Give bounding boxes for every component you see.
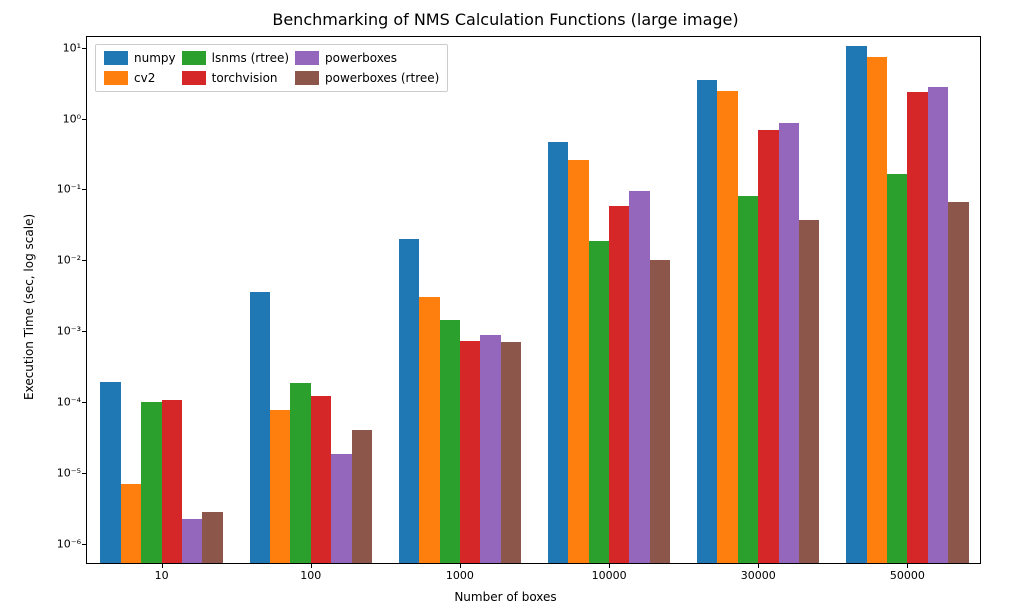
legend-item: powerboxes xyxy=(295,49,439,67)
legend-item: cv2 xyxy=(104,69,176,87)
bar xyxy=(182,519,202,563)
bar xyxy=(907,92,927,563)
legend-swatch xyxy=(104,51,128,65)
y-axis-tick-label: 10⁰ xyxy=(63,112,87,125)
legend-label: numpy xyxy=(134,51,176,65)
bar xyxy=(589,241,609,563)
y-axis-tick-label: 10⁻⁴ xyxy=(57,395,87,408)
y-axis-tick-label: 10⁻³ xyxy=(57,325,87,338)
y-axis-tick-label: 10⁻² xyxy=(57,254,87,267)
bar xyxy=(399,239,419,564)
bar xyxy=(629,191,649,563)
bar xyxy=(419,297,439,563)
bar xyxy=(311,396,331,563)
y-axis-label: Execution Time (sec, log scale) xyxy=(22,214,36,400)
legend-swatch xyxy=(295,71,319,85)
x-axis-tick-label: 30000 xyxy=(741,563,776,582)
legend-swatch xyxy=(182,51,206,65)
bar xyxy=(867,57,887,563)
y-axis-tick-label: 10⁻⁵ xyxy=(57,466,87,479)
x-axis-tick-label: 100 xyxy=(300,563,321,582)
bar xyxy=(162,400,182,563)
bar xyxy=(352,430,372,563)
bar xyxy=(100,382,120,563)
bar xyxy=(202,512,222,563)
bar xyxy=(717,91,737,563)
legend-item: lsnms (rtree) xyxy=(182,49,289,67)
legend-item: numpy xyxy=(104,49,176,67)
legend-label: cv2 xyxy=(134,71,155,85)
bar xyxy=(609,206,629,563)
bar xyxy=(460,341,480,563)
bar xyxy=(779,123,799,563)
bar xyxy=(568,160,588,563)
bar xyxy=(501,342,521,563)
y-axis-tick-label: 10⁻⁶ xyxy=(57,537,87,550)
legend-swatch xyxy=(104,71,128,85)
chart-figure: Benchmarking of NMS Calculation Function… xyxy=(0,0,1011,611)
x-axis-label: Number of boxes xyxy=(0,590,1011,604)
bar xyxy=(738,196,758,563)
bar xyxy=(331,454,351,563)
legend-label: powerboxes xyxy=(325,51,397,65)
legend-swatch xyxy=(182,71,206,85)
legend-item: torchvision xyxy=(182,69,289,87)
legend: numpy cv2 lsnms (rtree) torchvision powerbox… xyxy=(95,44,448,92)
bar xyxy=(480,335,500,563)
bar xyxy=(928,87,948,563)
bar xyxy=(290,383,310,563)
bar xyxy=(697,80,717,563)
chart-title: Benchmarking of NMS Calculation Function… xyxy=(0,10,1011,29)
legend-column: numpy cv2 xyxy=(104,49,176,87)
legend-label: lsnms (rtree) xyxy=(212,51,289,65)
bar xyxy=(948,202,968,563)
bar xyxy=(121,484,141,563)
bar xyxy=(548,142,568,563)
bar xyxy=(887,174,907,563)
legend-label: torchvision xyxy=(212,71,278,85)
y-axis-tick-label: 10⁻¹ xyxy=(57,183,87,196)
bar xyxy=(846,46,866,563)
bar xyxy=(270,410,290,563)
bar xyxy=(250,292,270,563)
y-axis-tick-label: 10¹ xyxy=(63,41,87,54)
legend-label: powerboxes (rtree) xyxy=(325,71,439,85)
legend-column: powerboxes powerboxes (rtree) xyxy=(295,49,439,87)
x-axis-tick-label: 10000 xyxy=(592,563,627,582)
plot-area: 10⁻⁶10⁻⁵10⁻⁴10⁻³10⁻²10⁻¹10⁰10¹1010010001… xyxy=(86,36,981,564)
bar xyxy=(440,320,460,563)
bar xyxy=(758,130,778,563)
bar xyxy=(650,260,670,563)
legend-column: lsnms (rtree) torchvision xyxy=(182,49,289,87)
legend-item: powerboxes (rtree) xyxy=(295,69,439,87)
x-axis-tick-label: 1000 xyxy=(446,563,474,582)
legend-swatch xyxy=(295,51,319,65)
x-axis-tick-label: 50000 xyxy=(890,563,925,582)
bar xyxy=(141,402,161,563)
bar xyxy=(799,220,819,563)
x-axis-tick-label: 10 xyxy=(155,563,169,582)
